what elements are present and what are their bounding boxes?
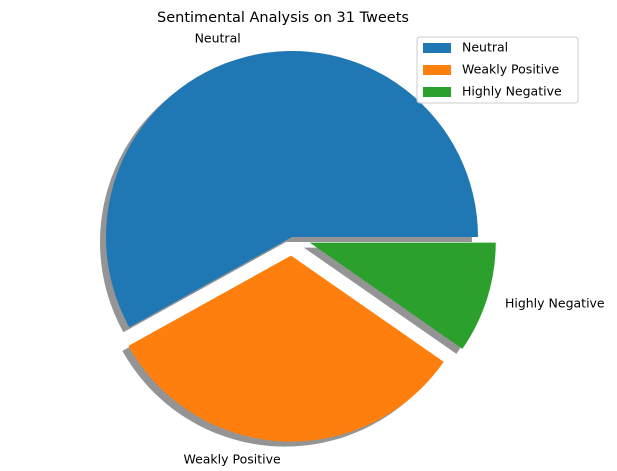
pie-slice-neutral [105, 50, 478, 328]
legend: Neutral Weakly Positive Highly Negative [416, 36, 579, 104]
legend-label-weakly-positive: Weakly Positive [462, 62, 560, 77]
pie-labels: Neutral Weakly Positive Highly Negative [183, 30, 604, 466]
legend-label-highly-negative: Highly Negative [462, 84, 562, 99]
legend-swatch-weakly-positive [423, 65, 451, 75]
legend-label-neutral: Neutral [462, 40, 508, 55]
legend-swatch-highly-negative [423, 87, 451, 97]
chart-title: Sentimental Analysis on 31 Tweets [157, 10, 409, 26]
pie-slices [105, 50, 496, 442]
pie-label-neutral: Neutral [195, 30, 241, 45]
pie-label-highly-negative: Highly Negative [505, 295, 605, 310]
pie-label-weakly-positive: Weakly Positive [183, 451, 281, 466]
legend-frame [416, 36, 579, 104]
pie-slice-highly-negative [309, 242, 496, 349]
pie-slice-weakly-positive [128, 255, 444, 442]
legend-items: Neutral Weakly Positive Highly Negative [423, 40, 562, 99]
legend-swatch-neutral [423, 43, 451, 53]
